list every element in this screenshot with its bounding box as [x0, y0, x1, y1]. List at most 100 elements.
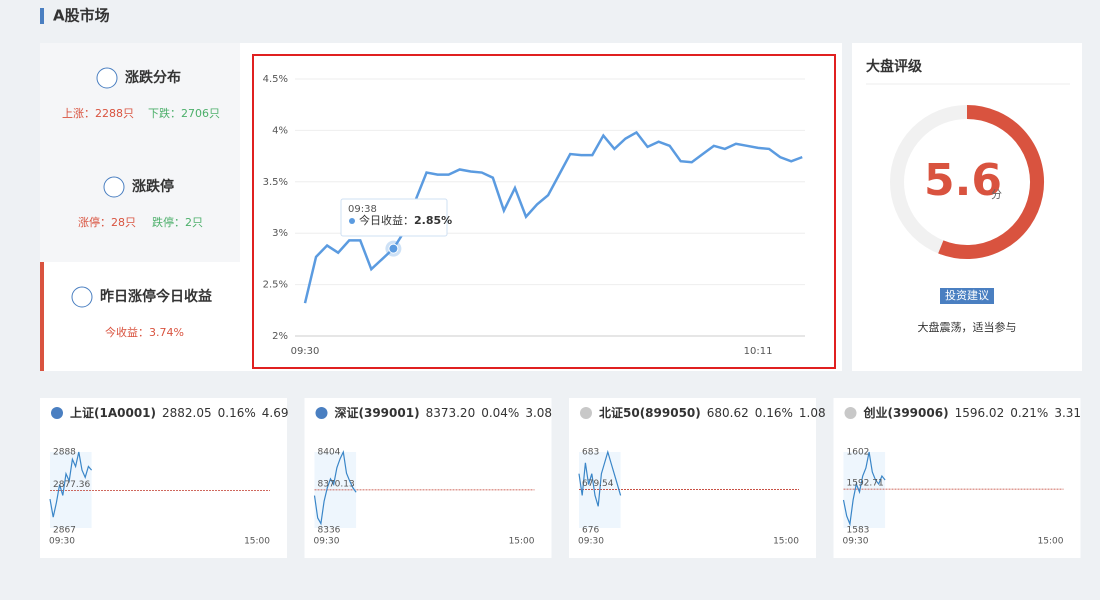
index-volume: 3.08 [525, 406, 552, 420]
y-tick-label: 3% [272, 228, 288, 239]
icon [96, 67, 118, 89]
max-label: 1602 [847, 448, 870, 458]
y-tick-label: 4% [272, 125, 288, 136]
rating-panel [852, 43, 1082, 371]
menu-item[interactable]: 涨跌分布 上涨：2288只 下跌：2706只 [62, 67, 220, 120]
x-tick-label: 10:11 [744, 346, 773, 357]
max-label: 2888 [53, 448, 76, 458]
menu-stat: 跌停：2只 [152, 215, 203, 229]
start-time: 09:30 [843, 537, 869, 547]
index-change: 0.16% [755, 406, 793, 420]
y-tick-label: 2.5% [263, 280, 288, 291]
hover-point [388, 243, 399, 254]
menu-item[interactable]: 昨日涨停今日收益 今收益：3.74% [71, 286, 212, 339]
max-label: 683 [582, 448, 599, 458]
index-price: 1596.02 [955, 406, 1005, 420]
sparkline [313, 449, 357, 526]
index-name: 上证(1A0001) [70, 405, 156, 420]
index-card[interactable]: 上证(1A0001) 2882.05 0.16% 4.69 2888 2877.36 286… [40, 398, 288, 558]
card-header: 上证(1A0001) 2882.05 0.16% 4.69 [70, 405, 288, 420]
end-time: 15:00 [244, 537, 270, 547]
card-icon [51, 407, 63, 419]
base-label: 1592.71 [847, 479, 884, 489]
end-time: 15:00 [509, 537, 535, 547]
index-card[interactable]: 北证50(899050) 680.62 0.16% 1.08 683 679.54 6760… [569, 398, 826, 558]
icon [71, 286, 93, 308]
start-time: 09:30 [314, 537, 340, 547]
base-label: 8370.13 [318, 479, 355, 489]
rating-unit: 分 [991, 188, 1002, 201]
menu-stat: 涨停：28只 [78, 215, 136, 229]
base-label: 2877.36 [53, 480, 90, 490]
tooltip-time: 09:38 [348, 204, 377, 215]
section-title: A股市场 [53, 7, 110, 25]
menu-title: 涨跌停 [132, 178, 174, 195]
index-name: 北证50(899050) [599, 405, 701, 420]
card-header: 深证(399001) 8373.20 0.04% 3.08 [335, 405, 553, 420]
card-header: 北证50(899050) 680.62 0.16% 1.08 [599, 405, 826, 420]
chart-frame [252, 54, 836, 369]
sparkline [842, 451, 886, 527]
y-tick-label: 2% [272, 331, 288, 342]
index-price: 2882.05 [162, 406, 212, 420]
sparkline [578, 449, 622, 507]
x-tick-label: 09:30 [291, 346, 320, 357]
y-tick-label: 3.5% [263, 177, 288, 188]
index-volume: 3.31 [1054, 406, 1081, 420]
menu-bg [40, 43, 240, 262]
badge-text[interactable]: 投资建议 [945, 288, 989, 302]
rating-advice: 大盘震荡，适当参与 [918, 320, 1017, 334]
end-time: 15:00 [773, 537, 799, 547]
index-name: 深证(399001) [335, 405, 420, 420]
tooltip-box [340, 198, 448, 237]
sparkline [49, 451, 93, 518]
tooltip-label: 今日收益：2.85% [359, 213, 452, 227]
max-label: 8404 [318, 448, 341, 458]
index-name: 创业(399006) [863, 405, 949, 420]
menu-stat: 下跌：2706只 [148, 106, 220, 120]
menu-stat: 上涨：2288只 [62, 107, 134, 120]
menu-title: 昨日涨停今日收益 [100, 288, 212, 305]
index-cards: 上证(1A0001) 2882.05 0.16% 4.69 2888 2877.36 286… [40, 398, 1081, 558]
min-label: 8336 [318, 526, 341, 536]
spark-bg [50, 452, 92, 528]
start-time: 09:30 [578, 537, 604, 547]
index-change: 0.21% [1010, 406, 1048, 420]
spark-bg [843, 452, 886, 528]
card-icon [580, 407, 592, 419]
min-label: 1583 [847, 526, 870, 536]
line-series [303, 130, 803, 304]
index-price: 680.62 [707, 406, 749, 420]
index-card[interactable]: 深证(399001) 8373.20 0.04% 3.08 8404 8370.13 833… [304, 398, 553, 558]
gauge-arc [938, 105, 1045, 259]
chart-panel [240, 43, 842, 371]
section-bar [40, 8, 44, 24]
index-price: 8373.20 [426, 406, 476, 420]
icon [103, 176, 125, 198]
card-icon [844, 407, 857, 419]
menu-item[interactable]: 涨跌停 涨停：28只 跌停：2只 [78, 176, 203, 229]
y-tick-label: 4.5% [263, 74, 288, 85]
index-change: 0.16% [218, 406, 256, 420]
end-time: 15:00 [1038, 537, 1064, 547]
min-label: 2867 [53, 526, 76, 536]
menu-active[interactable] [40, 262, 240, 371]
start-time: 09:30 [49, 537, 75, 547]
index-volume: 4.69 [262, 406, 289, 420]
tooltip-value: 2.85% [414, 214, 452, 227]
index-volume: 1.08 [799, 406, 826, 420]
index-card[interactable]: 创业(399006) 1596.02 0.21% 3.31 1602 1592.71 158… [833, 398, 1082, 558]
card-icon [315, 407, 328, 419]
card-header: 创业(399006) 1596.02 0.21% 3.31 [863, 405, 1082, 420]
chart: 2% 2.5% 3% 3.5% 4% 4.5% 09:30 10:11 09:38今日收益：2.… [263, 74, 805, 357]
rating-score: 5.6 [924, 155, 1002, 206]
menu-title: 涨跌分布 [125, 69, 181, 86]
base-label: 679.54 [582, 479, 614, 489]
badge[interactable] [940, 288, 994, 304]
menu-stat: 今收益：3.74% [105, 325, 184, 339]
tooltip-dot [349, 218, 355, 224]
rating-title: 大盘评级 [866, 58, 923, 75]
